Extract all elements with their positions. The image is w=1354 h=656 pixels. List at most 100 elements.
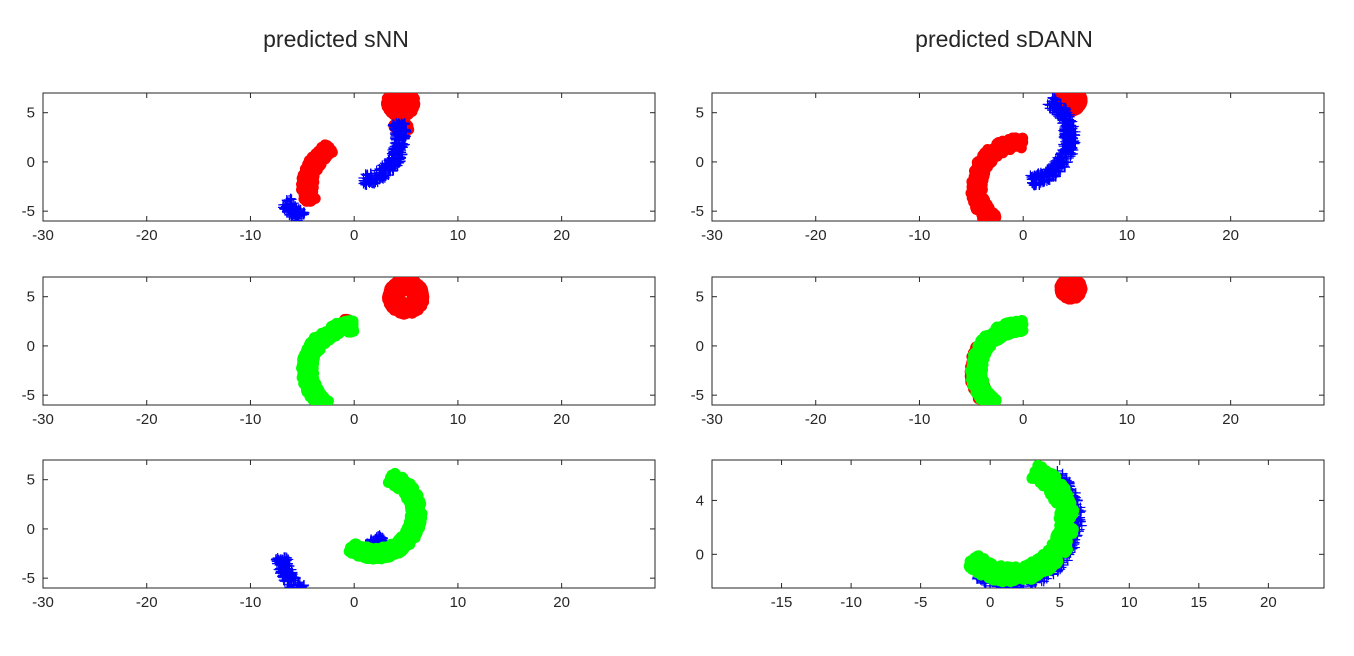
data-point xyxy=(350,538,362,550)
data-point xyxy=(300,185,312,197)
x-tick-label: 20 xyxy=(1222,227,1239,244)
data-point xyxy=(383,169,394,180)
y-tick-label: 5 xyxy=(27,105,35,122)
series-1-plus-markers xyxy=(1025,93,1081,191)
x-tick-label: -20 xyxy=(136,411,158,428)
data-point xyxy=(290,572,301,583)
x-tick-label: -10 xyxy=(240,594,262,611)
data-point xyxy=(983,157,995,169)
data-point xyxy=(393,294,405,306)
data-point xyxy=(304,355,315,367)
plot-area xyxy=(277,93,421,221)
x-tick-label: -10 xyxy=(240,411,262,428)
x-tick-label: 10 xyxy=(1119,227,1136,244)
data-point xyxy=(388,155,399,166)
axes-box xyxy=(42,92,656,222)
data-point xyxy=(295,580,306,588)
y-tick-label: 5 xyxy=(27,472,35,489)
data-point xyxy=(1064,116,1075,127)
series-0-circle-markers xyxy=(339,277,430,336)
x-tick-label: 20 xyxy=(553,411,570,428)
data-point xyxy=(1056,148,1067,159)
data-point xyxy=(286,580,297,588)
plot-area xyxy=(965,93,1088,221)
data-point xyxy=(1066,93,1072,94)
title-predicted-sdann: predicted sDANN xyxy=(915,26,1093,52)
y-tick-label: 0 xyxy=(27,521,35,538)
subplot-0: -30 -20 -10 0 10 20-505 xyxy=(22,92,656,244)
data-point xyxy=(313,148,325,160)
plot-area xyxy=(270,467,428,588)
data-point xyxy=(1058,157,1069,168)
data-point xyxy=(321,332,332,344)
data-point xyxy=(387,120,398,131)
data-point xyxy=(407,488,419,500)
subplot-1: -30 -20 -10 0 10 20-505 xyxy=(22,276,656,428)
axes-box xyxy=(42,276,656,406)
subplot-2: -30 -20 -10 0 10 20-505 xyxy=(22,459,656,611)
data-point xyxy=(1042,99,1053,110)
data-point xyxy=(1047,162,1058,173)
series-1-circle-markers xyxy=(343,467,428,565)
x-tick-label: 0 xyxy=(1019,227,1027,244)
y-tick-label: 5 xyxy=(27,289,35,306)
data-point xyxy=(1040,166,1051,177)
data-point xyxy=(973,189,985,201)
data-point xyxy=(1026,177,1037,188)
x-tick-label: -30 xyxy=(32,594,54,611)
data-point xyxy=(1067,93,1075,95)
data-point xyxy=(359,177,370,188)
x-tick-label: -10 xyxy=(240,227,262,244)
x-tick-label: 10 xyxy=(450,227,467,244)
plot-area xyxy=(296,277,430,405)
data-point xyxy=(344,324,355,335)
data-point xyxy=(313,337,325,349)
data-point xyxy=(390,145,401,156)
data-point xyxy=(282,575,293,586)
x-tick-label: 20 xyxy=(553,227,570,244)
data-point xyxy=(307,388,318,400)
y-tick-label: 0 xyxy=(27,338,35,355)
data-point xyxy=(390,538,402,549)
data-point xyxy=(1043,173,1054,184)
data-point xyxy=(1052,109,1063,120)
data-point xyxy=(411,294,422,305)
data-point xyxy=(300,163,312,175)
series-0-plus-markers xyxy=(270,530,391,588)
x-tick-label: -20 xyxy=(136,594,158,611)
axes-box xyxy=(42,459,656,589)
data-point xyxy=(379,164,390,175)
y-tick-label: -5 xyxy=(22,203,35,220)
data-point xyxy=(292,577,303,588)
data-point xyxy=(285,203,296,214)
data-point xyxy=(397,149,408,160)
axes-box xyxy=(711,92,1325,222)
data-point xyxy=(402,539,414,551)
data-point xyxy=(327,146,338,158)
data-point xyxy=(1064,93,1071,94)
data-point xyxy=(1057,110,1068,121)
data-point xyxy=(403,277,414,288)
data-point xyxy=(390,93,402,104)
data-point xyxy=(1017,132,1028,144)
data-point xyxy=(397,119,408,130)
data-point xyxy=(375,170,386,181)
data-point xyxy=(969,167,981,178)
y-tick-label: -5 xyxy=(22,387,35,404)
data-point xyxy=(997,147,1009,159)
data-point xyxy=(1062,122,1073,133)
data-point xyxy=(300,584,302,588)
data-point xyxy=(411,284,423,296)
data-point xyxy=(1065,93,1072,95)
x-tick-label: 0 xyxy=(350,594,358,611)
data-point xyxy=(386,106,397,117)
data-point xyxy=(1067,93,1073,94)
data-point xyxy=(309,379,321,391)
x-tick-label: 20 xyxy=(553,594,570,611)
data-point xyxy=(309,347,321,359)
data-point xyxy=(1042,164,1053,175)
data-point xyxy=(318,391,330,403)
data-point xyxy=(983,214,995,221)
data-point xyxy=(358,173,369,184)
